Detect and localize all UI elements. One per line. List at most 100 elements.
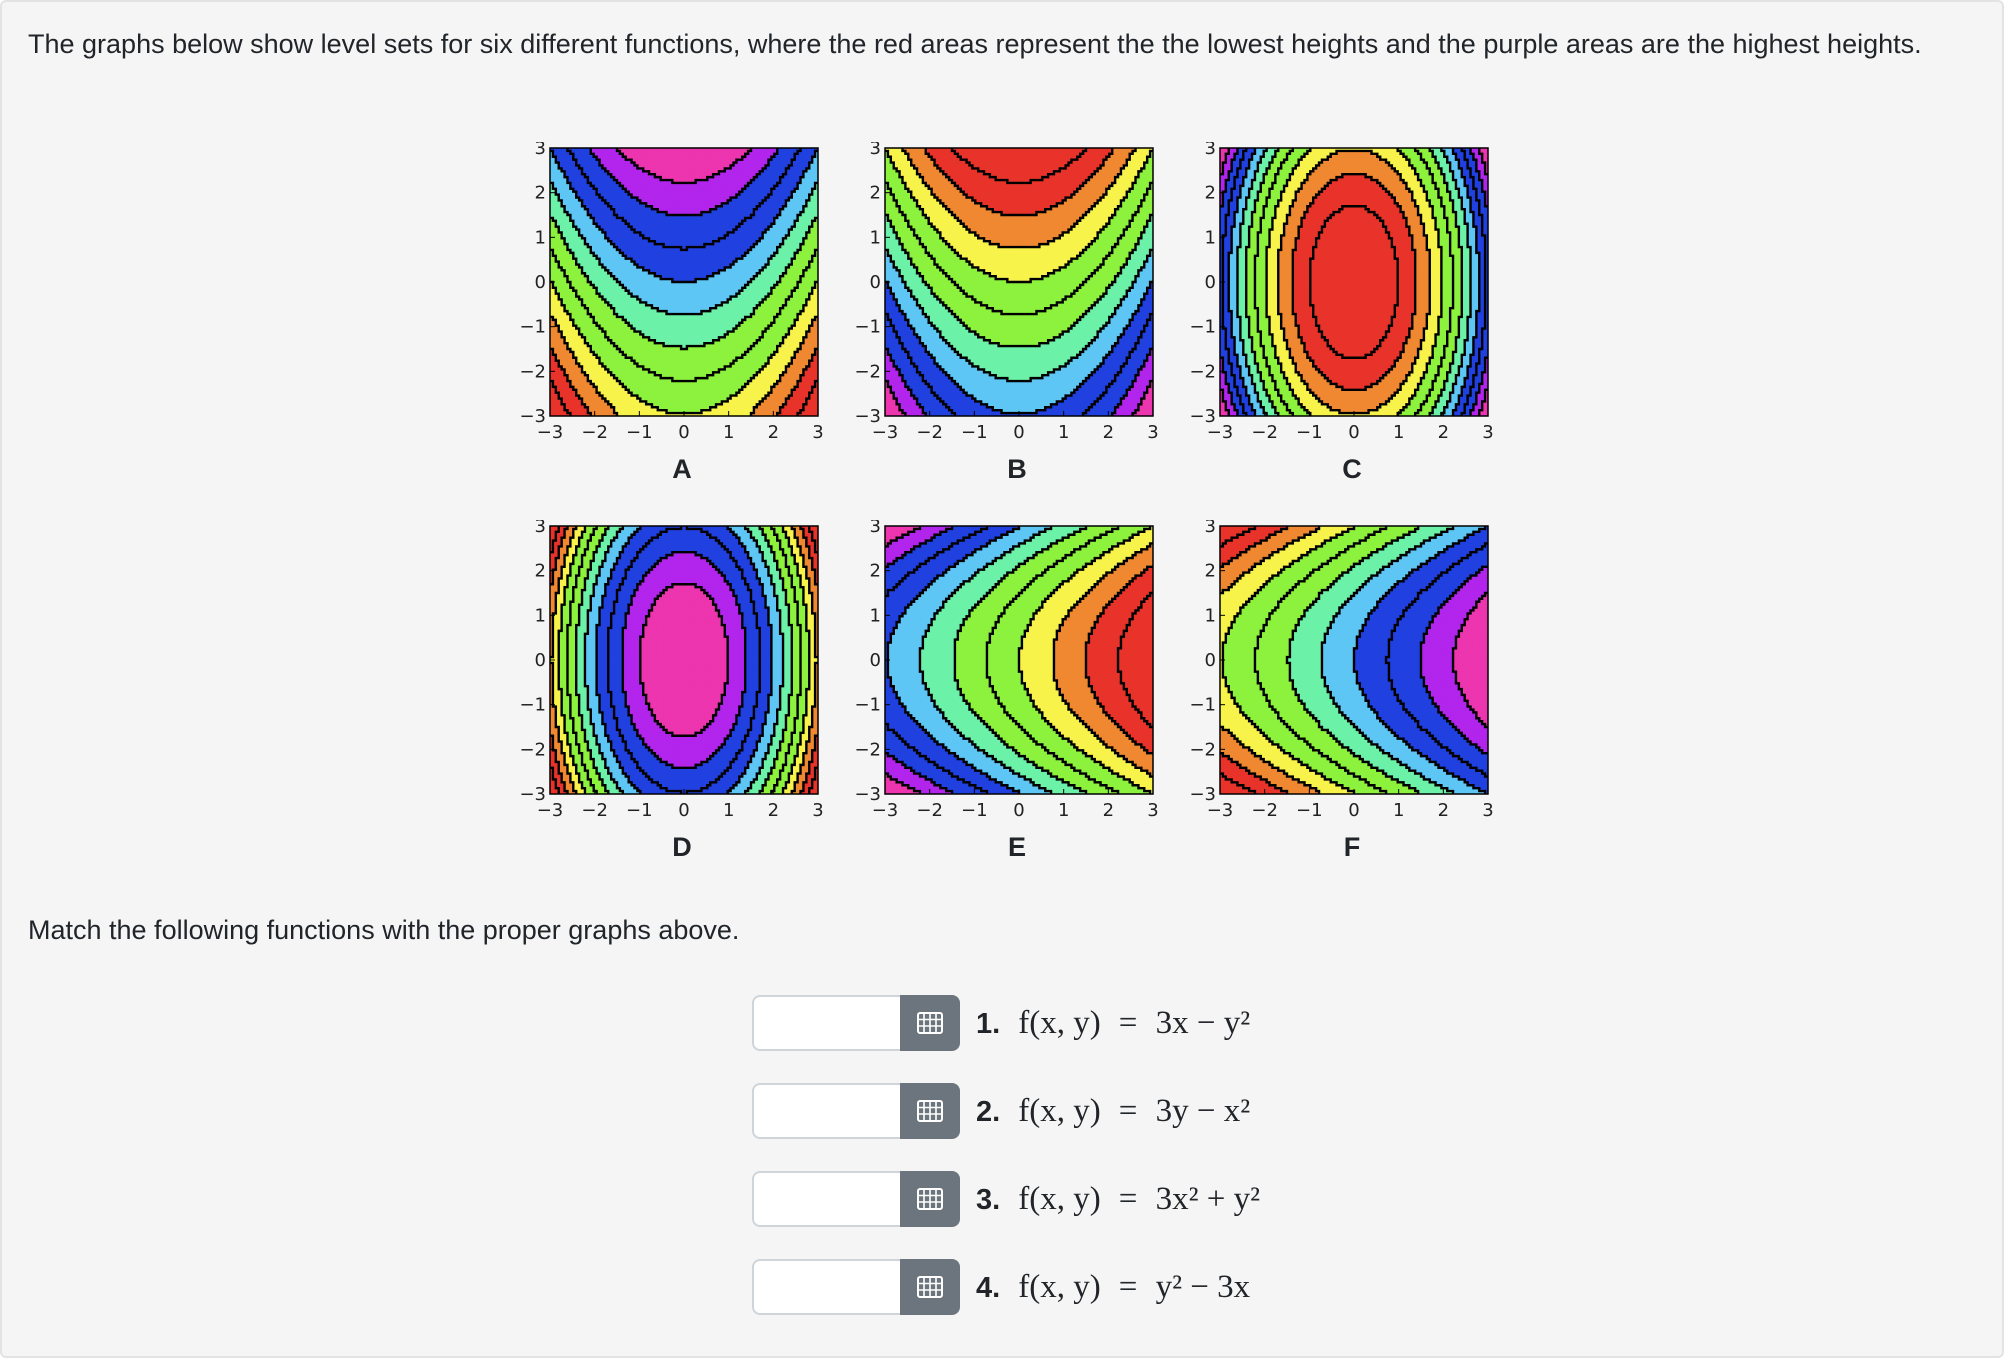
y-tick-label: −2	[519, 361, 546, 382]
answer-input-4[interactable]	[752, 1259, 900, 1315]
y-tick-label: −3	[519, 406, 546, 427]
graph-b: −3 −2 −1 0 1 2 3 3 2 1 0 −1 −2 −3 B	[847, 142, 1187, 492]
x-tick-label: −3	[872, 800, 899, 821]
answer-number-2: 2.	[976, 1096, 1000, 1128]
y-tick-label: 0	[535, 650, 546, 671]
y-tick-label: 3	[535, 142, 546, 159]
x-tick-label: −1	[1296, 422, 1323, 443]
y-tick-label: −3	[519, 784, 546, 805]
answer-row-3: 3. f(x, y) = 3x² + y²	[752, 1171, 1352, 1231]
x-tick-label: −1	[961, 800, 988, 821]
y-tick-label: 0	[1205, 272, 1216, 293]
answer-function-lhs-4: f(x, y)	[1018, 1269, 1100, 1305]
x-tick-label: −2	[916, 800, 943, 821]
y-tick-label: 2	[535, 561, 546, 582]
y-tick-label: −1	[1189, 317, 1216, 338]
answer-label-3: 3. f(x, y) = 3x² + y²	[976, 1171, 1260, 1227]
x-tick-label: −2	[581, 422, 608, 443]
contour-field	[885, 148, 1153, 416]
y-tick-label: 3	[870, 520, 881, 537]
y-tick-label: 1	[870, 227, 881, 248]
keyboard-grid-icon	[917, 1012, 943, 1034]
y-tick-label: 2	[1205, 561, 1216, 582]
y-tick-label: 2	[870, 561, 881, 582]
answer-function-lhs-3: f(x, y)	[1018, 1181, 1100, 1217]
answer-input-2[interactable]	[752, 1083, 900, 1139]
keyboard-grid-button-3[interactable]	[900, 1171, 960, 1227]
contour-field	[1220, 148, 1488, 416]
y-tick-label: −2	[854, 361, 881, 382]
y-tick-label: −1	[519, 317, 546, 338]
contour-plot-b: −3 −2 −1 0 1 2 3 3 2 1 0 −1 −2 −3	[854, 142, 1158, 443]
x-tick-label: 3	[812, 800, 823, 821]
contour-plot-e: −3 −2 −1 0 1 2 3 3 2 1 0 −1 −2 −3	[854, 520, 1158, 821]
keyboard-grid-button-2[interactable]	[900, 1083, 960, 1139]
y-tick-label: −3	[854, 784, 881, 805]
contour-field	[550, 148, 818, 416]
x-tick-label: 3	[1147, 800, 1158, 821]
answer-function-rhs-3: 3x² + y²	[1156, 1181, 1260, 1217]
x-tick-label: 2	[1103, 800, 1114, 821]
answer-function-lhs-1: f(x, y)	[1018, 1005, 1100, 1041]
graph-label-a: A	[512, 454, 852, 485]
keyboard-grid-icon	[917, 1188, 943, 1210]
answer-input-3[interactable]	[752, 1171, 900, 1227]
keyboard-grid-icon	[917, 1100, 943, 1122]
y-tick-label: 1	[870, 605, 881, 626]
x-tick-label: −2	[916, 422, 943, 443]
graph-label-b: B	[847, 454, 1187, 485]
contour-plot-c: −3 −2 −1 0 1 2 3 3 2 1 0 −1 −2 −3	[1189, 142, 1493, 443]
y-tick-label: −2	[519, 739, 546, 760]
y-tick-label: 0	[870, 650, 881, 671]
keyboard-grid-button-4[interactable]	[900, 1259, 960, 1315]
x-tick-label: 3	[1482, 800, 1493, 821]
x-tick-label: −2	[1251, 800, 1278, 821]
contour-plot-f: −3 −2 −1 0 1 2 3 3 2 1 0 −1 −2 −3	[1189, 520, 1493, 821]
y-tick-label: 1	[535, 605, 546, 626]
y-tick-label: 2	[535, 183, 546, 204]
graph-e: −3 −2 −1 0 1 2 3 3 2 1 0 −1 −2 −3 E	[847, 520, 1187, 870]
graph-f: −3 −2 −1 0 1 2 3 3 2 1 0 −1 −2 −3 F	[1182, 520, 1522, 870]
graph-d: −3 −2 −1 0 1 2 3 3 2 1 0 −1 −2 −3 D	[512, 520, 852, 870]
x-tick-label: 3	[1482, 422, 1493, 443]
y-tick-label: −1	[1189, 695, 1216, 716]
contour-field	[1220, 526, 1488, 794]
y-tick-label: 1	[1205, 227, 1216, 248]
x-tick-label: 2	[1438, 422, 1449, 443]
graph-label-e: E	[847, 832, 1187, 863]
answer-input-1[interactable]	[752, 995, 900, 1051]
x-tick-label: −2	[1251, 422, 1278, 443]
y-tick-label: −1	[854, 695, 881, 716]
x-tick-label: −3	[1207, 422, 1234, 443]
answer-row-4: 4. f(x, y) = y² − 3x	[752, 1259, 1352, 1319]
x-tick-label: 2	[768, 800, 779, 821]
y-tick-label: 1	[1205, 605, 1216, 626]
contour-field	[885, 526, 1153, 794]
x-tick-label: 0	[678, 422, 689, 443]
x-tick-label: 2	[768, 422, 779, 443]
answer-number-1: 1.	[976, 1008, 1000, 1040]
contour-plot-a: −3 −2 −1 0 1 2 3 3 2 1 0 −1 −2 −3	[519, 142, 823, 443]
x-tick-label: −1	[1296, 800, 1323, 821]
answer-row-2: 2. f(x, y) = 3y − x²	[752, 1083, 1352, 1143]
x-tick-label: −3	[1207, 800, 1234, 821]
x-tick-label: −3	[872, 422, 899, 443]
y-tick-label: −2	[1189, 361, 1216, 382]
y-tick-label: 3	[1205, 142, 1216, 159]
x-tick-label: −1	[961, 422, 988, 443]
x-tick-label: 0	[1013, 800, 1024, 821]
keyboard-grid-button-1[interactable]	[900, 995, 960, 1051]
x-tick-label: 1	[1393, 800, 1404, 821]
x-tick-label: 0	[1348, 422, 1359, 443]
x-tick-label: 0	[1013, 422, 1024, 443]
y-tick-label: −3	[854, 406, 881, 427]
y-tick-label: 0	[535, 272, 546, 293]
y-tick-label: −2	[854, 739, 881, 760]
x-tick-label: 1	[723, 800, 734, 821]
y-tick-label: −3	[1189, 406, 1216, 427]
x-tick-label: 3	[1147, 422, 1158, 443]
answer-label-4: 4. f(x, y) = y² − 3x	[976, 1259, 1250, 1315]
y-tick-label: 1	[535, 227, 546, 248]
y-tick-label: −1	[519, 695, 546, 716]
y-tick-label: 2	[1205, 183, 1216, 204]
